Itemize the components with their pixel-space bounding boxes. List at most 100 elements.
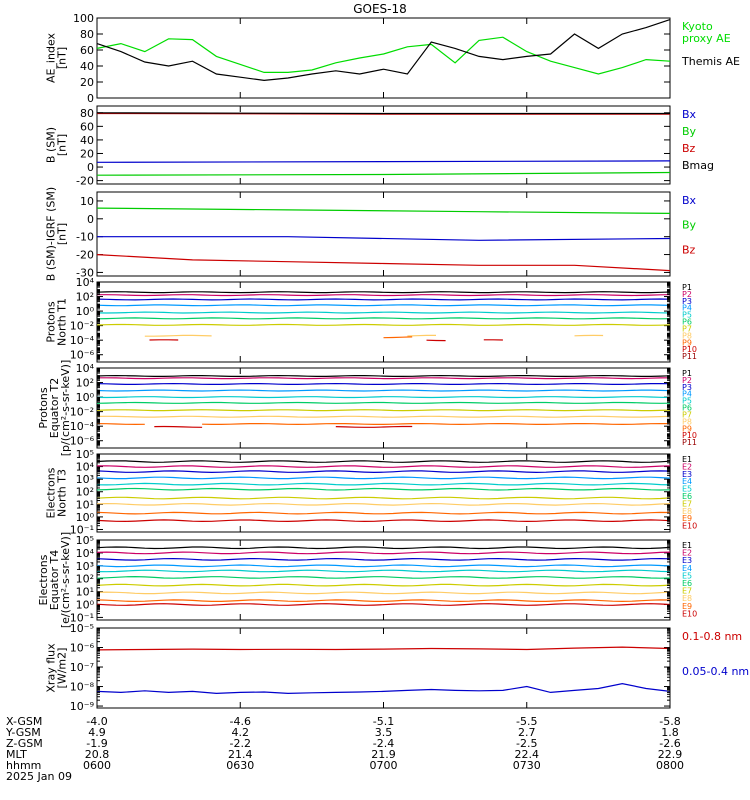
y-tick-label: 20 — [80, 147, 94, 160]
legend-label: E6 — [682, 492, 692, 501]
legend-label: E3 — [682, 470, 692, 479]
panel-frame — [96, 281, 671, 363]
x-row-value: 4.2 — [232, 726, 250, 739]
y-tick-label: 100 — [73, 12, 94, 25]
y-axis-label: Xray flux — [45, 643, 58, 693]
y-axis-label: North T3 — [56, 469, 69, 517]
series-line-E9 — [96, 599, 671, 603]
y-tick-label: 60 — [80, 120, 94, 133]
x-row-label: hhmm — [6, 759, 41, 772]
x-row-value: 0600 — [83, 759, 111, 772]
legend-label: E9 — [682, 514, 692, 523]
x-row-value: 4.9 — [88, 726, 106, 739]
series-line-E2 — [96, 551, 671, 555]
x-row-value: -2.2 — [230, 737, 251, 750]
legend-label: Bx — [682, 108, 697, 121]
y-tick-label: 10² — [76, 377, 94, 390]
legend-label: proxy AE — [682, 32, 731, 45]
panel-frame — [96, 367, 671, 449]
y-axis-label: B (SM) — [45, 127, 58, 163]
series-line-P9 — [383, 336, 413, 339]
y-tick-label: 0 — [87, 213, 94, 226]
y-tick-label: 20 — [80, 76, 94, 89]
y-tick-label: 10⁻⁶ — [70, 349, 95, 362]
legend-label: E10 — [682, 609, 697, 618]
y-tick-label: 10⁴ — [76, 362, 95, 375]
legend-label: P1 — [682, 283, 692, 292]
y-tick-label: 40 — [80, 134, 94, 147]
legend-label: E5 — [682, 571, 692, 580]
series-line-E10 — [96, 519, 671, 523]
series-line-P8 — [144, 334, 212, 337]
series-line-E8 — [96, 502, 671, 506]
x-row-value: -2.4 — [373, 737, 394, 750]
y-tick-label: 10² — [76, 486, 94, 499]
y-tick-label: 40 — [80, 60, 94, 73]
y-tick-label: 10⁻⁶ — [70, 642, 95, 655]
series-line-E1 — [96, 460, 671, 463]
series-line-By — [96, 171, 671, 176]
x-row-value: 0800 — [656, 759, 684, 772]
series-line-P3 — [96, 382, 671, 386]
y-axis-label: North T1 — [56, 298, 69, 346]
series-line-P2 — [97, 377, 671, 380]
legend-label: P11 — [682, 438, 697, 447]
y-axis-label: [nT] — [56, 223, 69, 245]
legend-label: E1 — [682, 455, 692, 464]
legend-label: P4 — [682, 304, 692, 313]
y-tick-label: -20 — [76, 175, 94, 188]
x-row-value: 1.8 — [661, 726, 679, 739]
y-tick-label: 10² — [76, 291, 94, 304]
y-tick-label: 10¹ — [76, 498, 94, 511]
y-axis-label: Equator T2 — [48, 378, 61, 438]
y-axis-label: B (SM)-IGRF (SM) — [45, 187, 58, 281]
legend-label: P4 — [682, 390, 692, 399]
series-line-P3 — [96, 298, 671, 301]
date-label: 2025 Jan 09 — [6, 770, 72, 783]
x-row-value: -5.5 — [516, 715, 537, 728]
legend-label: Kyoto — [682, 20, 713, 33]
y-tick-label: 10⁻¹ — [70, 523, 94, 536]
legend-label: E3 — [682, 556, 692, 565]
series-line-Bmag — [96, 112, 670, 115]
panel-frame — [96, 105, 671, 185]
series-line-P6 — [96, 317, 671, 320]
series-line-P1 — [96, 374, 671, 377]
legend-label: P6 — [682, 404, 692, 413]
legend-label: E6 — [682, 579, 692, 588]
x-axis-table: X-GSM -4.0 -4.6 -5.1 -5.5 -5.8 Y-GSM 4.9 4.2 3.5 2… — [5, 715, 684, 783]
series-line-0.05-0.4 nm — [96, 682, 671, 695]
y-axis-label: AE_index — [45, 32, 58, 83]
series-line-P7 — [96, 323, 671, 326]
series-line-E5 — [96, 482, 671, 486]
legend-label: E1 — [682, 541, 692, 550]
series-line-E4 — [96, 564, 671, 568]
y-axis-label: [e/(cm²-s-sr-keV)] — [59, 532, 72, 628]
y-axis-label: Electrons — [45, 467, 58, 518]
legend-label: P10 — [682, 431, 697, 440]
legend-label: Bz — [682, 142, 696, 155]
x-row-value: 22.4 — [515, 748, 540, 761]
legend-label: E9 — [682, 602, 692, 611]
x-row-value: -2.5 — [516, 737, 537, 750]
series-line-P7 — [96, 409, 671, 412]
x-row-value: -5.8 — [659, 715, 680, 728]
x-row-value: 21.4 — [228, 748, 253, 761]
legend-label: P5 — [682, 397, 692, 406]
panel-bdiff: -30 -20 -10 0 10 B (SM)-IGRF (SM)[nT] Bx By Bz — [45, 187, 697, 281]
y-tick-label: 80 — [80, 107, 94, 120]
legend-label: Bx — [682, 194, 697, 207]
x-row-value: -1.9 — [86, 737, 107, 750]
x-row-value: 2.7 — [518, 726, 536, 739]
panel-frame — [96, 627, 671, 709]
series-line-E4 — [96, 476, 671, 480]
series-line-E6 — [96, 487, 671, 491]
y-tick-label: 10⁻⁴ — [70, 334, 95, 347]
y-axis-label: Electrons — [37, 554, 50, 605]
series-line-P2 — [97, 294, 671, 297]
